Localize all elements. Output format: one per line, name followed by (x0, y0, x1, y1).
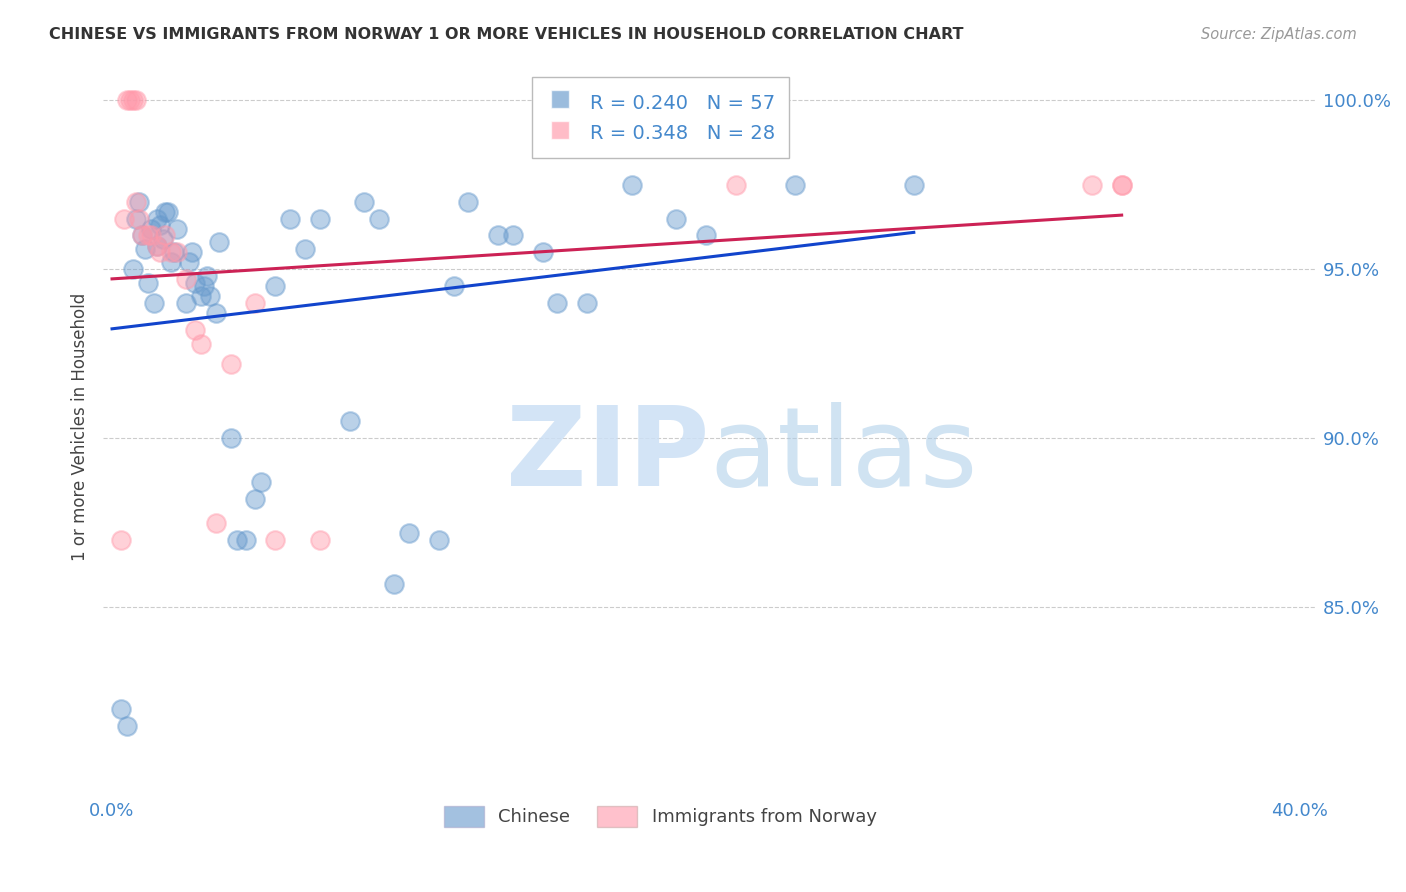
Point (128, 211, 150, 226)
Point (531, 245, 554, 260)
Point (125, 93, 148, 107)
Y-axis label: 1 or more Vehicles in Household: 1 or more Vehicles in Household (72, 293, 89, 560)
Point (219, 357, 242, 371)
Point (155, 204, 177, 219)
Point (174, 272, 197, 286)
Point (174, 296, 197, 310)
Point (131, 228, 153, 243)
Point (278, 211, 301, 226)
Point (486, 228, 509, 243)
Point (142, 296, 165, 310)
Point (264, 533, 287, 547)
Point (125, 211, 148, 226)
Point (160, 255, 183, 269)
Point (115, 93, 138, 107)
Point (121, 93, 143, 107)
Point (148, 219, 170, 233)
Point (125, 194, 148, 209)
Point (193, 279, 215, 293)
Point (128, 194, 150, 209)
Point (427, 533, 450, 547)
Point (249, 475, 271, 490)
Point (110, 702, 132, 716)
Legend: Chinese, Immigrants from Norway: Chinese, Immigrants from Norway (436, 797, 886, 836)
Point (1111, 178, 1133, 192)
Point (190, 336, 212, 351)
Point (546, 296, 568, 310)
Point (134, 242, 156, 256)
Point (118, 93, 141, 107)
Point (131, 228, 153, 243)
Point (148, 245, 170, 260)
Point (783, 178, 806, 192)
Point (112, 211, 135, 226)
Point (145, 211, 167, 226)
Point (309, 211, 332, 226)
Point (145, 238, 167, 252)
Point (1081, 178, 1104, 192)
Point (155, 228, 177, 243)
Point (620, 178, 643, 192)
Point (136, 276, 159, 290)
Point (198, 289, 221, 303)
Point (903, 178, 925, 192)
Point (184, 323, 207, 337)
Point (115, 719, 138, 733)
Text: CHINESE VS IMMIGRANTS FROM NORWAY 1 OR MORE VEHICLES IN HOUSEHOLD CORRELATION CH: CHINESE VS IMMIGRANTS FROM NORWAY 1 OR M… (49, 27, 963, 42)
Point (294, 242, 316, 256)
Point (339, 414, 361, 428)
Point (110, 533, 132, 547)
Point (205, 516, 228, 530)
Point (665, 211, 688, 226)
Point (398, 526, 420, 541)
Point (139, 221, 162, 235)
Point (353, 194, 375, 209)
Point (368, 211, 391, 226)
Point (145, 238, 167, 252)
Point (157, 204, 180, 219)
Point (205, 306, 228, 320)
Point (576, 296, 599, 310)
Point (163, 245, 186, 260)
Point (219, 431, 242, 445)
Point (184, 276, 207, 290)
Point (443, 279, 465, 293)
Point (166, 245, 188, 260)
Point (235, 533, 257, 547)
Point (695, 228, 717, 243)
Point (225, 533, 247, 547)
Point (502, 228, 524, 243)
Point (243, 492, 266, 507)
Point (152, 232, 174, 246)
Point (382, 576, 405, 591)
Point (139, 228, 162, 243)
Point (179, 255, 201, 269)
Text: atlas: atlas (709, 402, 977, 509)
Point (181, 245, 204, 260)
Point (243, 296, 266, 310)
Text: Source: ZipAtlas.com: Source: ZipAtlas.com (1201, 27, 1357, 42)
Point (190, 289, 212, 303)
Text: ZIP: ZIP (506, 402, 709, 509)
Point (195, 268, 218, 283)
Point (160, 245, 183, 260)
Point (208, 235, 231, 250)
Point (166, 221, 188, 235)
Point (309, 533, 332, 547)
Point (136, 228, 159, 243)
Point (1111, 178, 1133, 192)
Point (724, 178, 747, 192)
Point (457, 194, 479, 209)
Point (264, 279, 287, 293)
Point (121, 262, 143, 277)
